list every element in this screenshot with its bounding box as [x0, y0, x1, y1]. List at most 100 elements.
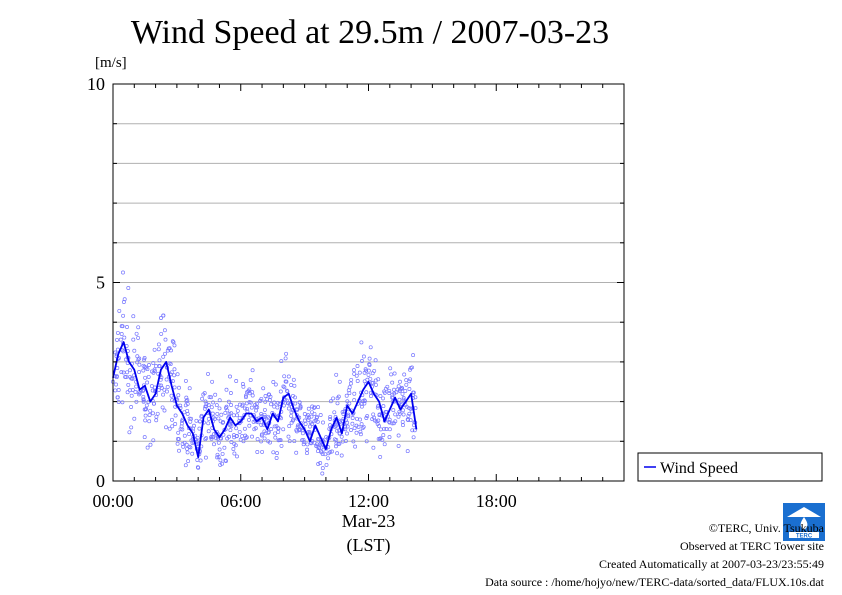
- sample-point: [394, 390, 399, 395]
- sample-point: [273, 435, 278, 440]
- sample-point: [172, 343, 177, 348]
- sample-point: [362, 401, 367, 406]
- sample-point: [197, 426, 202, 431]
- sample-point: [279, 359, 284, 364]
- sample-point: [262, 412, 267, 417]
- sample-point: [286, 406, 291, 411]
- sample-point: [305, 451, 309, 456]
- sample-point: [126, 382, 131, 387]
- sample-point: [401, 408, 405, 413]
- sample-point: [180, 427, 185, 432]
- sample-point: [400, 391, 405, 396]
- sample-point: [170, 398, 175, 403]
- sample-point: [373, 358, 378, 363]
- sample-point: [162, 408, 167, 413]
- sample-point: [229, 411, 234, 416]
- sample-point: [357, 370, 362, 375]
- sample-point: [224, 387, 229, 392]
- sample-point: [137, 370, 142, 374]
- sample-point: [175, 372, 180, 377]
- sample-point: [396, 384, 401, 389]
- sample-point: [161, 392, 166, 397]
- sample-point: [237, 415, 242, 420]
- sample-point: [169, 393, 174, 398]
- sample-point: [206, 416, 211, 421]
- sample-point: [159, 383, 164, 388]
- sample-point: [216, 416, 221, 421]
- sample-point: [378, 394, 383, 398]
- sample-point: [272, 400, 277, 405]
- sample-point: [234, 426, 239, 431]
- sample-point: [187, 386, 192, 391]
- sample-point: [235, 408, 240, 413]
- sample-point: [397, 397, 402, 402]
- sample-point: [401, 423, 405, 428]
- sample-point: [228, 391, 233, 395]
- sample-point: [246, 389, 251, 394]
- sample-point: [295, 424, 300, 429]
- sample-point: [392, 371, 397, 376]
- sample-point: [285, 388, 289, 393]
- sample-point: [374, 382, 378, 387]
- sample-point: [240, 402, 245, 407]
- sample-point: [250, 390, 255, 395]
- sample-point: [252, 427, 257, 432]
- sample-point: [200, 396, 205, 401]
- sample-point: [175, 441, 180, 446]
- sample-point: [301, 437, 306, 442]
- sample-point: [119, 332, 124, 336]
- sample-point: [287, 439, 292, 444]
- sample-point: [250, 393, 255, 398]
- sample-point: [405, 449, 410, 454]
- sample-point: [187, 432, 192, 437]
- sample-point: [310, 410, 314, 415]
- sample-point: [356, 424, 361, 429]
- sample-point: [332, 410, 337, 415]
- wind-speed-line: [112, 341, 418, 459]
- legend: Wind Speed: [637, 452, 823, 482]
- sample-point: [136, 390, 141, 395]
- x-tick-label: 00:00: [92, 491, 133, 511]
- sample-point: [191, 426, 195, 431]
- sample-point: [156, 388, 161, 393]
- sample-point: [283, 356, 288, 361]
- sample-point: [129, 425, 134, 430]
- terc-logo-icon: TERC: [783, 503, 825, 541]
- sample-point: [355, 364, 360, 368]
- sample-point: [261, 386, 266, 391]
- sample-point: [132, 348, 137, 353]
- sample-point: [225, 408, 230, 413]
- sample-point: [316, 445, 321, 450]
- sample-point: [259, 422, 264, 427]
- sample-point: [162, 328, 167, 333]
- sample-point: [259, 412, 264, 416]
- sample-point: [339, 453, 344, 458]
- sample-point: [369, 394, 373, 399]
- sample-point: [204, 436, 209, 441]
- sample-point: [154, 418, 159, 423]
- sample-point: [335, 401, 340, 406]
- sample-point: [263, 399, 268, 404]
- sample-point: [366, 372, 371, 377]
- sample-point: [218, 458, 223, 463]
- sample-point: [234, 379, 239, 383]
- sample-point: [249, 405, 254, 410]
- sample-point: [177, 448, 181, 453]
- sample-point: [271, 380, 276, 384]
- sample-point: [404, 378, 409, 383]
- sample-point: [281, 427, 286, 432]
- sample-point: [384, 427, 389, 431]
- sample-point: [172, 367, 177, 372]
- sample-point: [302, 412, 307, 416]
- sample-point: [289, 410, 294, 415]
- sample-point: [375, 422, 380, 426]
- sample-point: [175, 436, 180, 441]
- sample-point: [281, 384, 286, 389]
- sample-point: [367, 363, 372, 367]
- sample-point: [233, 443, 238, 448]
- sample-point: [185, 411, 190, 416]
- created-text: Created Automatically at 2007-03-23/23:5…: [599, 557, 824, 571]
- sample-point: [272, 404, 277, 409]
- sample-point: [276, 430, 281, 434]
